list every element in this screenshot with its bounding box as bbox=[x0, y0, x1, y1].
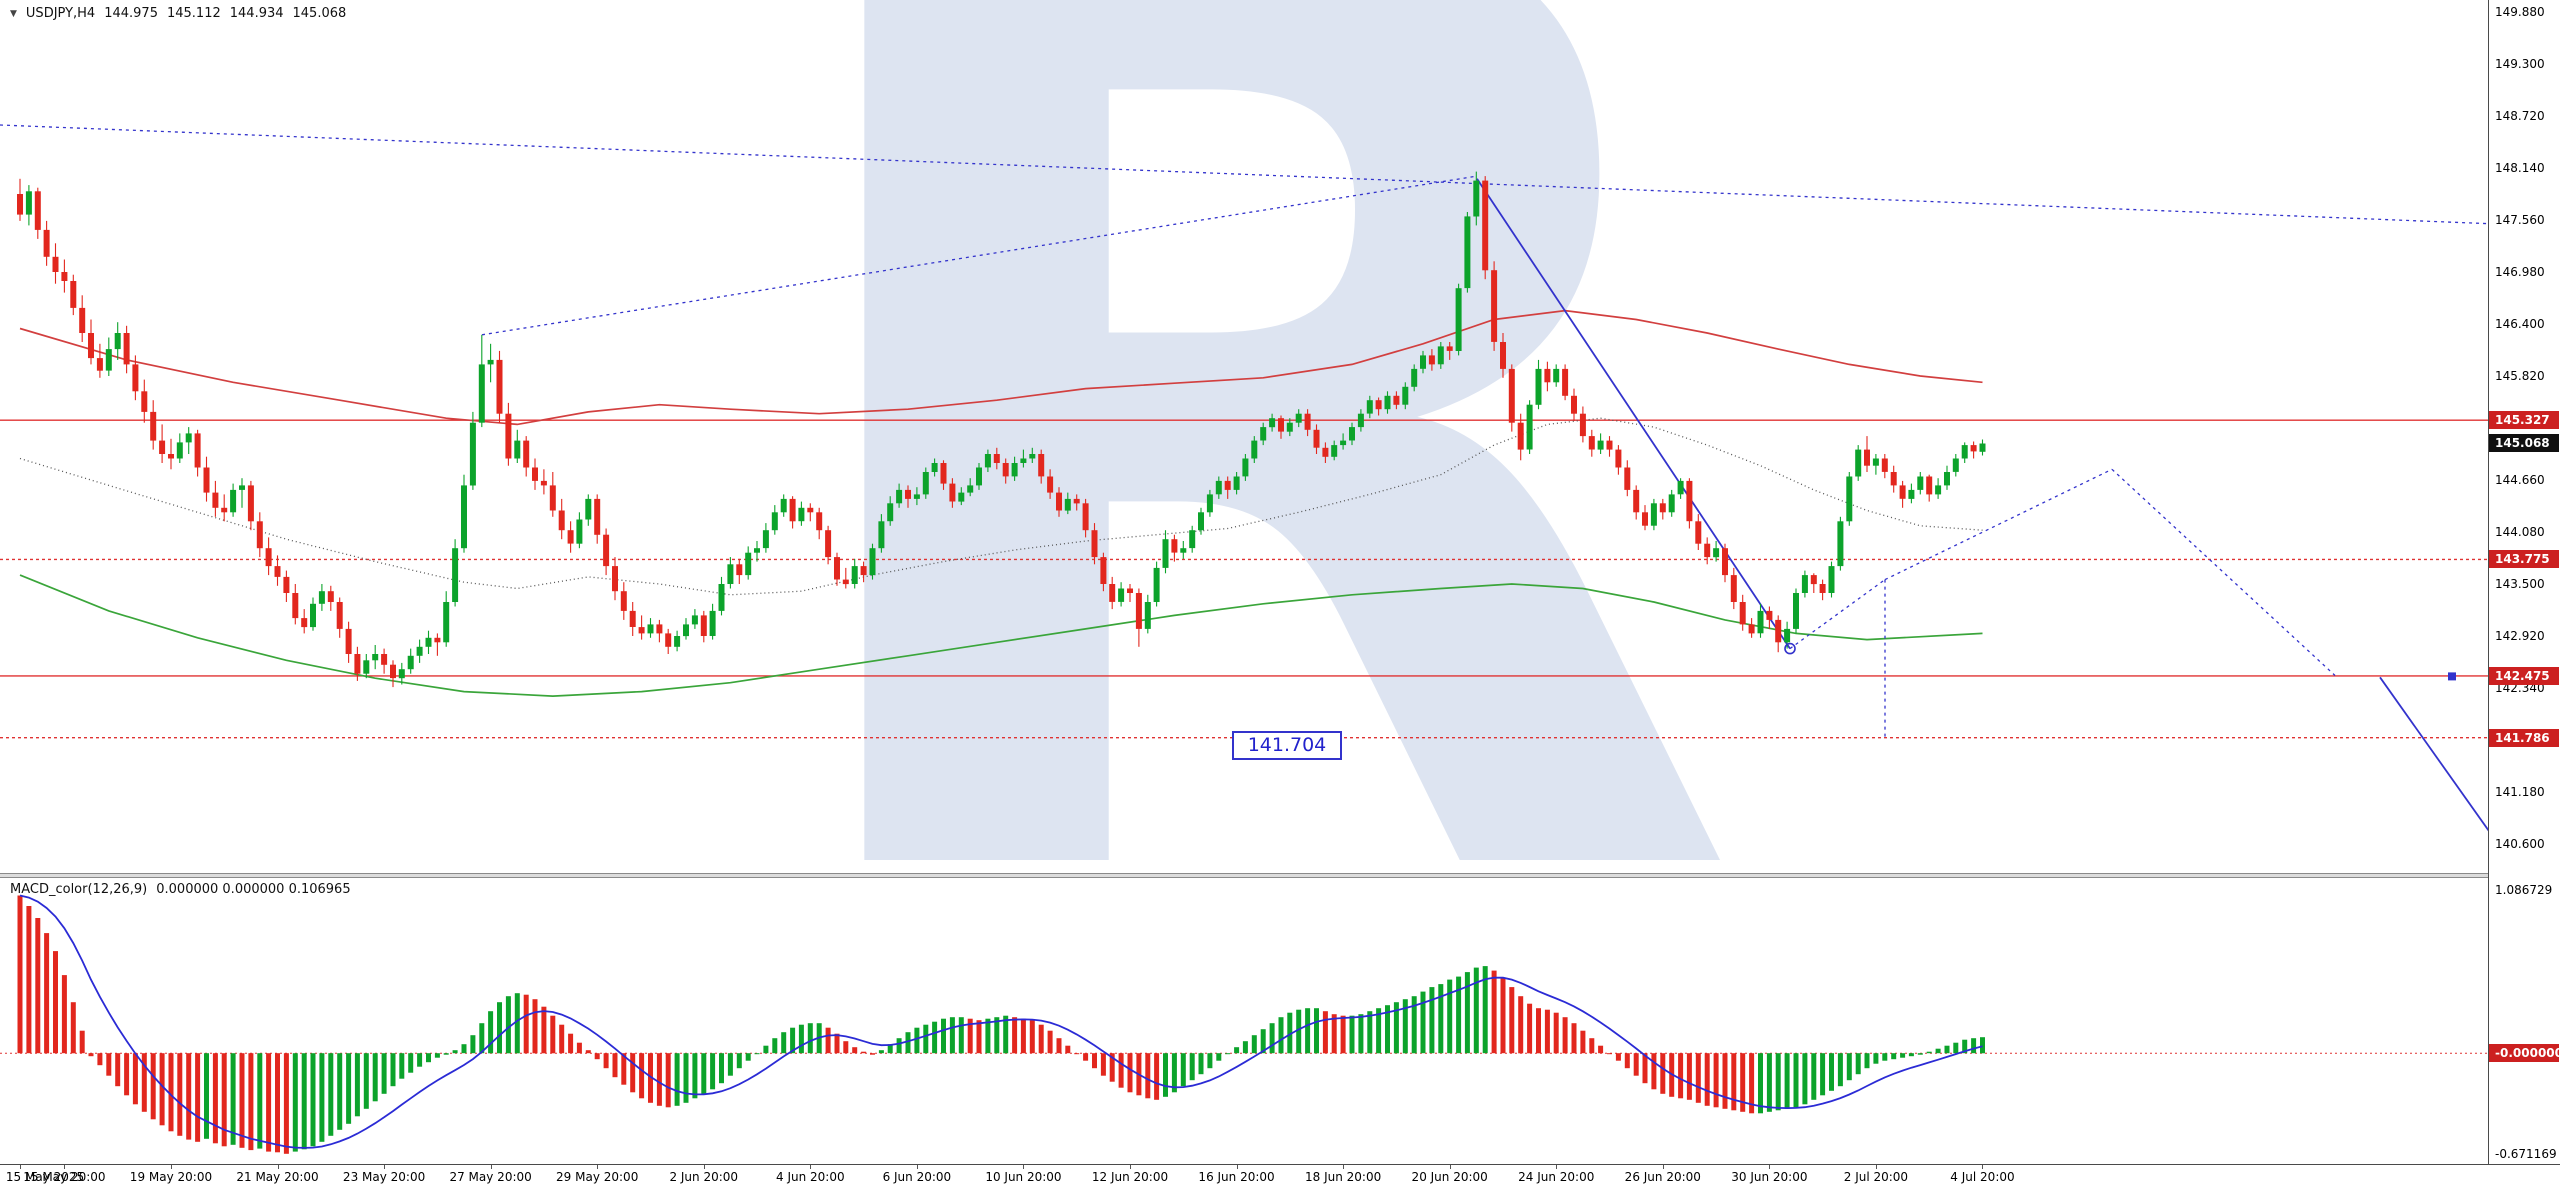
time-tick-mark bbox=[1449, 1165, 1451, 1169]
price-badge: 145.327 bbox=[2489, 411, 2559, 430]
time-tick-mark bbox=[20, 1165, 21, 1169]
time-tick-mark bbox=[1769, 1165, 1771, 1169]
time-tick-mark bbox=[1236, 1165, 1238, 1169]
price-tick: 146.400 bbox=[2495, 317, 2545, 332]
price-badge: 143.775 bbox=[2489, 550, 2559, 569]
time-tick-mark bbox=[1982, 1165, 1984, 1169]
price-tick: 148.140 bbox=[2495, 161, 2545, 176]
time-tick-mark bbox=[170, 1165, 172, 1169]
price-badge: 141.786 bbox=[2489, 728, 2559, 747]
time-tick-label: 24 Jun 20:00 bbox=[1518, 1170, 1595, 1184]
time-tick-label: 26 Jun 20:00 bbox=[1624, 1170, 1701, 1184]
time-tick-label: 15 May 2025 bbox=[5, 1170, 85, 1184]
ohlc-low: 144.934 bbox=[229, 6, 284, 21]
symbol-timeframe: USDJPY,H4 bbox=[25, 6, 96, 21]
time-tick-mark bbox=[1343, 1165, 1345, 1169]
price-tick: 145.820 bbox=[2495, 369, 2545, 384]
time-tick-label: 2 Jul 20:00 bbox=[1843, 1170, 1909, 1184]
time-tick-label: 10 Jun 20:00 bbox=[985, 1170, 1062, 1184]
time-tick-mark bbox=[384, 1165, 386, 1169]
time-tick-mark bbox=[64, 1165, 66, 1169]
time-tick-label: 4 Jun 20:00 bbox=[776, 1170, 845, 1184]
price-axis[interactable]: 149.880 149.300 148.720 148.140 147.560 146.9… bbox=[2488, 0, 2560, 1164]
time-tick-mark bbox=[490, 1165, 492, 1169]
time-tick-label: 20 Jun 20:00 bbox=[1411, 1170, 1488, 1184]
price-tick: 141.180 bbox=[2495, 785, 2545, 800]
time-tick-label: 15 May 20:00 bbox=[23, 1170, 106, 1184]
price-badge: 142.475 bbox=[2489, 666, 2559, 685]
macd-indicator-name: MACD_color(12,26,9) bbox=[10, 882, 148, 897]
time-tick-label: 12 Jun 20:00 bbox=[1091, 1170, 1169, 1184]
price-tick: 149.880 bbox=[2495, 5, 2545, 19]
time-tick-label: 27 May 20:00 bbox=[449, 1170, 532, 1184]
time-tick-label: 19 May 20:00 bbox=[129, 1170, 213, 1184]
panel-separator[interactable] bbox=[0, 873, 2560, 878]
time-tick-label: 21 May 20:00 bbox=[236, 1170, 319, 1184]
price-badge: 145.068 bbox=[2489, 434, 2559, 453]
price-tick: 143.500 bbox=[2495, 577, 2545, 592]
time-tick-label: 30 Jun 20:00 bbox=[1731, 1170, 1808, 1184]
time-tick-mark bbox=[1662, 1165, 1664, 1169]
macd-indicator-canvas[interactable] bbox=[0, 878, 2488, 1164]
macd-tick: -0.671169 bbox=[2495, 1147, 2557, 1162]
macd-indicator-values: 0.000000 0.000000 0.106965 bbox=[156, 882, 351, 897]
time-tick-label: 16 Jun 20:00 bbox=[1198, 1170, 1275, 1184]
ohlc-open: 144.975 bbox=[104, 6, 158, 21]
time-tick-label: 2 Jun 20:00 bbox=[669, 1170, 739, 1184]
time-tick-label: 6 Jun 20:00 bbox=[882, 1170, 952, 1184]
price-tick: 148.720 bbox=[2495, 109, 2545, 124]
ohlc-high: 145.112 bbox=[166, 6, 221, 21]
macd-tick: 1.086729 bbox=[2495, 882, 2553, 897]
time-tick-mark bbox=[810, 1165, 812, 1169]
price-tick: 146.980 bbox=[2495, 265, 2545, 280]
time-tick-label: 18 Jun 20:00 bbox=[1304, 1170, 1382, 1184]
time-tick-mark bbox=[277, 1165, 279, 1169]
time-tick-mark bbox=[1023, 1165, 1025, 1169]
time-tick-mark bbox=[597, 1165, 599, 1169]
symbol-info-bar: ▼ USDJPY,H4 144.975 145.112 144.934 145.… bbox=[10, 6, 346, 21]
price-chart-canvas[interactable] bbox=[0, 0, 2488, 874]
time-tick-label: 4 Jul 20:00 bbox=[1950, 1170, 2015, 1184]
symbol-dropdown-icon[interactable]: ▼ bbox=[10, 8, 17, 19]
price-tick: 147.560 bbox=[2495, 213, 2545, 228]
time-axis[interactable]: 15 May 2025 15 May 20:00 19 May 20:00 21 Ma… bbox=[0, 1164, 2560, 1186]
ohlc-close: 145.068 bbox=[292, 6, 347, 21]
price-tick: 144.080 bbox=[2495, 525, 2545, 540]
time-tick-mark bbox=[703, 1165, 705, 1169]
time-tick-mark bbox=[1556, 1165, 1558, 1169]
broker-watermark: R bbox=[745, 0, 1747, 1167]
time-tick-mark bbox=[916, 1165, 918, 1169]
price-level-label[interactable]: 141.704 bbox=[1232, 730, 1342, 760]
price-tick: 144.660 bbox=[2495, 473, 2545, 488]
macd-zero-badge: -0.000000 bbox=[2489, 1044, 2560, 1063]
macd-info-bar: MACD_color(12,26,9) 0.000000 0.000000 0.… bbox=[10, 882, 351, 897]
price-tick: 140.600 bbox=[2495, 837, 2545, 852]
price-tick: 149.300 bbox=[2495, 57, 2545, 72]
time-tick-mark bbox=[1875, 1165, 1877, 1169]
time-tick-mark bbox=[1130, 1165, 1131, 1169]
time-tick-label: 23 May 20:00 bbox=[342, 1170, 426, 1184]
time-tick-label: 29 May 20:00 bbox=[556, 1170, 639, 1184]
price-tick: 142.920 bbox=[2495, 629, 2545, 644]
